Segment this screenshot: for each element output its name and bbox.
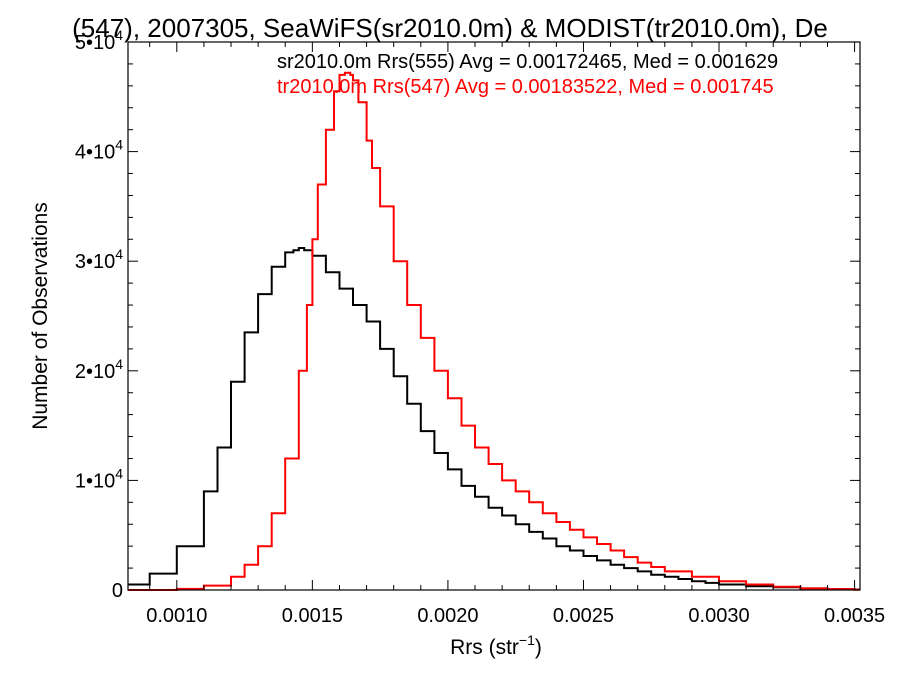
x-tick-label: 0.0020 [417, 605, 478, 627]
y-tick-label: 4•104 [75, 137, 123, 164]
plot-frame [127, 41, 861, 591]
axes: 0.0010 0.0015 0.0020 0.0025 0.0030 0.0035 0 1•1… [75, 27, 885, 627]
y-tick-label-exponent: 4 [115, 137, 123, 153]
y-tick-label-exponent: 4 [115, 27, 123, 43]
y-axis-label: Number of Observations [29, 202, 52, 430]
x-tick-label: 0.0030 [688, 605, 749, 627]
x-axis-label-close: ) [535, 636, 542, 659]
y-tick-label-base: 0 [112, 580, 123, 602]
y-tick-label-base: 3•10 [75, 251, 115, 273]
y-tick-label: 0 [112, 580, 123, 602]
x-axis-label-superscript: −1 [519, 632, 535, 648]
x-axis-label-main: Rrs (str [450, 636, 519, 659]
y-tick-label-base: 4•10 [75, 142, 115, 164]
legend-entry-1: sr2010.0m Rrs(555) Avg = 0.00172465, Med… [277, 51, 778, 73]
y-tick-label: 5•104 [75, 27, 123, 54]
x-tick-label: 0.0010 [146, 605, 207, 627]
x-axis-label: Rrs (str−1) [450, 632, 542, 659]
y-tick-label-base: 2•10 [75, 361, 115, 383]
x-tick-label: 0.0015 [282, 605, 343, 627]
y-tick-label-base: 1•10 [75, 470, 115, 492]
series-line-2 [128, 71, 860, 591]
legend-entry-2: tr2010.0m Rrs(547) Avg = 0.00183522, Med… [277, 76, 774, 98]
y-tick-label-base: 5•10 [75, 32, 115, 54]
plot-area [128, 71, 860, 591]
series-line-1 [128, 247, 860, 591]
x-tick-label: 0.0025 [553, 605, 614, 627]
chart-title: (547), 2007305, SeaWiFS(sr2010.0m) & MOD… [72, 13, 828, 43]
y-tick-label-exponent: 4 [115, 246, 123, 262]
y-tick-label-exponent: 4 [115, 356, 123, 372]
y-tick-label: 3•104 [75, 246, 123, 273]
y-tick-label: 1•104 [75, 465, 123, 492]
legend: sr2010.0m Rrs(555) Avg = 0.00172465, Med… [277, 51, 778, 98]
y-tick-label: 2•104 [75, 356, 123, 383]
x-tick-label: 0.0035 [824, 605, 885, 627]
y-tick-label-exponent: 4 [115, 465, 123, 481]
